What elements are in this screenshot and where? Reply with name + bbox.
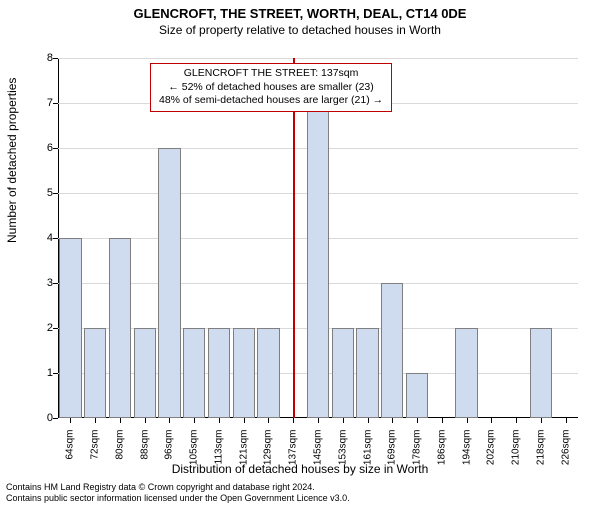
histogram-bar [208, 328, 230, 418]
x-tick-mark [516, 418, 517, 423]
x-tick-mark [343, 418, 344, 423]
x-tick-mark [268, 418, 269, 423]
y-tick-mark [53, 103, 58, 104]
y-tick-label: 0 [38, 412, 53, 424]
chart-title: GLENCROFT, THE STREET, WORTH, DEAL, CT14… [0, 6, 600, 21]
x-tick-mark [145, 418, 146, 423]
histogram-bar [233, 328, 255, 418]
histogram-bar [381, 283, 403, 418]
y-axis-label: Number of detached properties [5, 78, 19, 243]
y-tick-mark [53, 328, 58, 329]
y-tick-mark [53, 373, 58, 374]
info-box: GLENCROFT THE STREET: 137sqm ← 52% of de… [150, 63, 392, 112]
footer-line-2: Contains public sector information licen… [6, 493, 350, 504]
x-axis-label: Distribution of detached houses by size … [0, 462, 600, 476]
gridline [58, 58, 578, 59]
x-tick-mark [194, 418, 195, 423]
y-tick-mark [53, 418, 58, 419]
footer-line-1: Contains HM Land Registry data © Crown c… [6, 482, 350, 493]
histogram-bar [307, 103, 329, 418]
histogram-bar [406, 373, 428, 418]
y-tick-label: 7 [38, 97, 53, 109]
x-tick-mark [417, 418, 418, 423]
info-line-3: 48% of semi-detached houses are larger (… [159, 94, 383, 108]
reference-line [293, 58, 295, 418]
histogram-bar [530, 328, 552, 418]
y-tick-label: 1 [38, 367, 53, 379]
x-tick-mark [368, 418, 369, 423]
x-tick-mark [293, 418, 294, 423]
x-tick-mark [169, 418, 170, 423]
histogram-bar [134, 328, 156, 418]
x-tick-mark [467, 418, 468, 423]
x-tick-mark [442, 418, 443, 423]
histogram-bar [332, 328, 354, 418]
x-tick-mark [491, 418, 492, 423]
x-tick-mark [392, 418, 393, 423]
x-tick-mark [219, 418, 220, 423]
x-tick-mark [566, 418, 567, 423]
y-tick-label: 8 [38, 52, 53, 64]
histogram-bar [183, 328, 205, 418]
x-tick-mark [318, 418, 319, 423]
y-tick-label: 5 [38, 187, 53, 199]
y-tick-mark [53, 148, 58, 149]
histogram-bar [84, 328, 106, 418]
y-tick-mark [53, 283, 58, 284]
info-line-2: ← 52% of detached houses are smaller (23… [159, 81, 383, 95]
histogram-bar [158, 148, 180, 418]
y-tick-mark [53, 193, 58, 194]
histogram-bar [257, 328, 279, 418]
x-tick-mark [95, 418, 96, 423]
footer-attribution: Contains HM Land Registry data © Crown c… [6, 482, 350, 504]
y-tick-mark [53, 58, 58, 59]
histogram-bar [455, 328, 477, 418]
chart-plot-area: 01234567864sqm72sqm80sqm88sqm96sqm105sqm… [58, 58, 578, 418]
y-tick-label: 3 [38, 277, 53, 289]
y-tick-label: 4 [38, 232, 53, 244]
y-tick-label: 2 [38, 322, 53, 334]
x-tick-mark [120, 418, 121, 423]
x-tick-mark [541, 418, 542, 423]
x-tick-mark [70, 418, 71, 423]
x-tick-mark [244, 418, 245, 423]
histogram-bar [356, 328, 378, 418]
y-tick-label: 6 [38, 142, 53, 154]
info-line-1: GLENCROFT THE STREET: 137sqm [159, 67, 383, 81]
y-tick-mark [53, 238, 58, 239]
histogram-bar [59, 238, 81, 418]
chart-subtitle: Size of property relative to detached ho… [0, 23, 600, 37]
histogram-bar [109, 238, 131, 418]
